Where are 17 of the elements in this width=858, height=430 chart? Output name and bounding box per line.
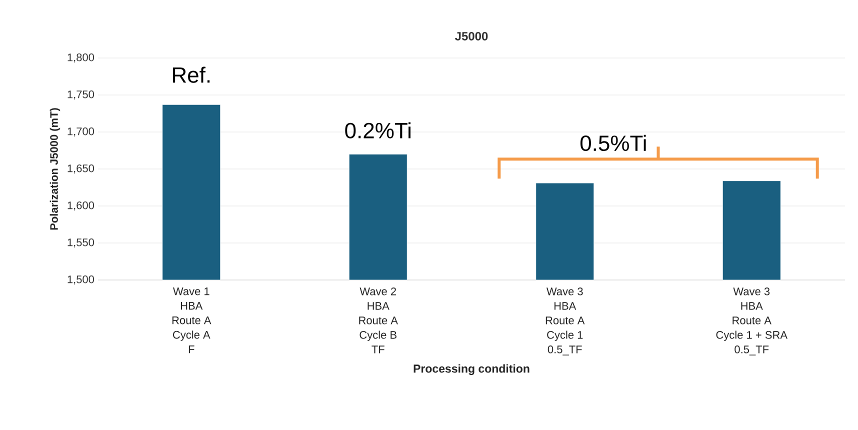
y-tick-label: 1,550 (68, 238, 94, 248)
x-axis-title: Processing condition (414, 364, 530, 376)
x-tick-label: Wave 2 HBA Route A Cycle B TF (359, 288, 398, 354)
annotation: 0.5%Ti (580, 134, 646, 152)
y-tick-label: 1,700 (68, 127, 94, 137)
y-tick-label: 1,750 (68, 90, 94, 100)
y-tick-label: 1,500 (68, 275, 94, 285)
annotation: 0.2%Ti (345, 122, 410, 138)
y-tick-label: 1,650 (68, 164, 94, 174)
chart-title: J5000 (455, 32, 488, 40)
x-tick-label: Wave 1 HBA Route A Cycle A F (172, 288, 212, 354)
y-tick-label: 1,800 (68, 53, 94, 63)
x-tick-label: Wave 3 HBA Route A Cycle 1 0.5_TF (546, 288, 585, 356)
x-tick-label: Wave 3 HBA Route A Cycle 1 + SRA 0.5_TF (716, 288, 788, 356)
y-axis-title: Polarization J5000 (mT) (50, 108, 60, 230)
annotation: Ref. (173, 66, 210, 83)
y-tick-label: 1,600 (68, 201, 94, 211)
